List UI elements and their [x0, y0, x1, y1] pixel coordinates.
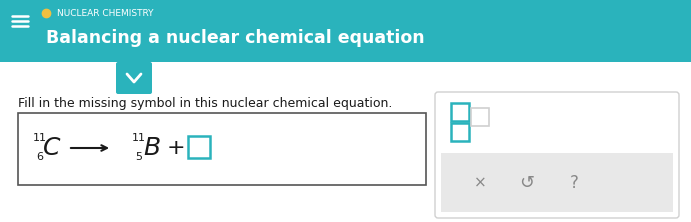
FancyBboxPatch shape	[188, 136, 210, 158]
Text: 5: 5	[135, 152, 142, 162]
FancyBboxPatch shape	[18, 113, 426, 185]
Text: Fill in the missing symbol in this nuclear chemical equation.: Fill in the missing symbol in this nucle…	[18, 97, 392, 109]
Text: ?: ?	[569, 174, 578, 192]
FancyBboxPatch shape	[451, 123, 469, 141]
Text: B: B	[144, 136, 160, 160]
Text: 11: 11	[33, 133, 47, 143]
FancyBboxPatch shape	[471, 108, 489, 126]
Text: +: +	[167, 138, 185, 158]
FancyBboxPatch shape	[116, 62, 152, 94]
Text: 6: 6	[37, 152, 44, 162]
Text: C: C	[44, 136, 61, 160]
Text: ↺: ↺	[520, 174, 535, 192]
Text: NUCLEAR CHEMISTRY: NUCLEAR CHEMISTRY	[57, 10, 153, 18]
FancyBboxPatch shape	[441, 153, 673, 212]
FancyBboxPatch shape	[451, 103, 469, 121]
FancyBboxPatch shape	[0, 62, 691, 222]
Text: Balancing a nuclear chemical equation: Balancing a nuclear chemical equation	[46, 29, 425, 47]
FancyBboxPatch shape	[0, 0, 691, 62]
Text: ×: ×	[473, 176, 486, 190]
Text: 11: 11	[132, 133, 146, 143]
FancyBboxPatch shape	[435, 92, 679, 218]
